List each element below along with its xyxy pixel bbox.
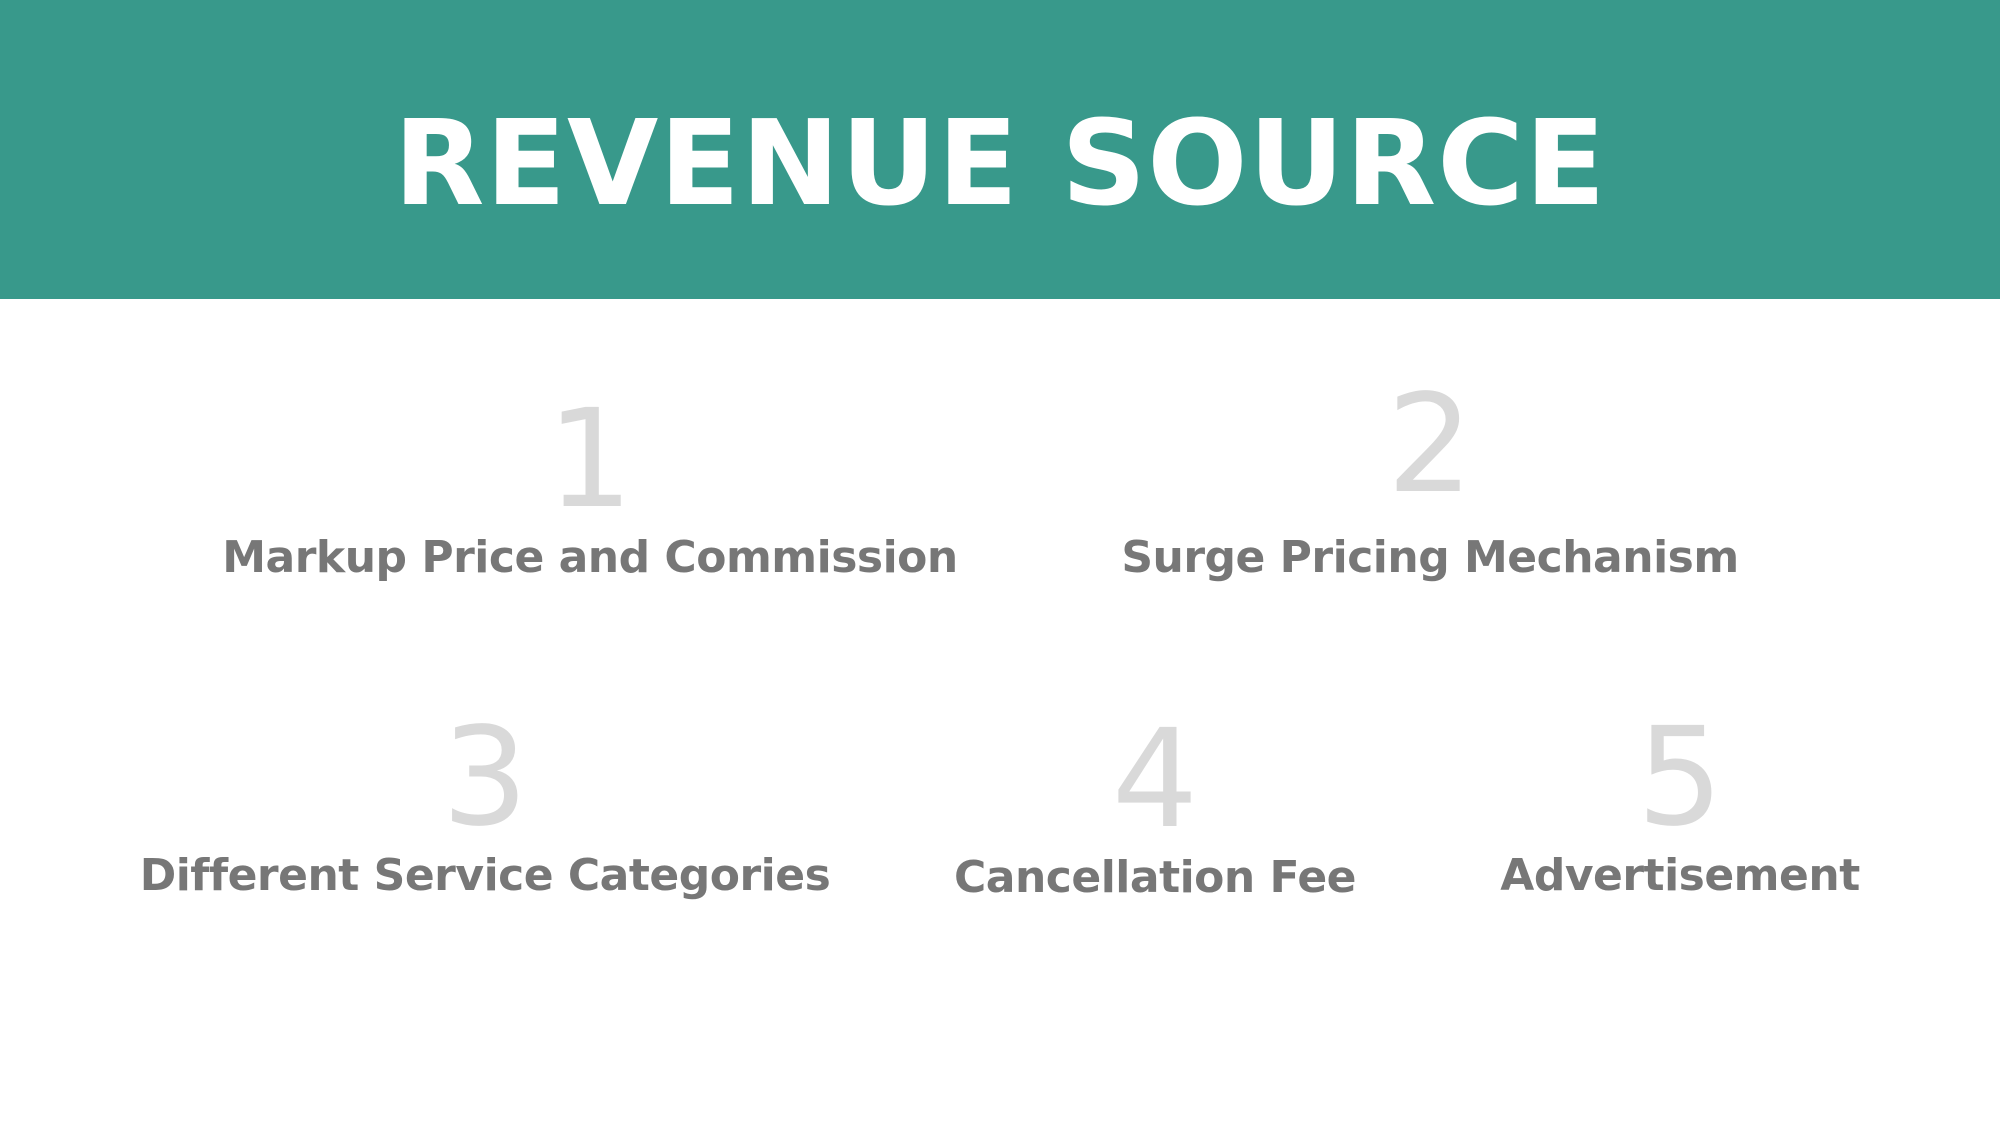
item-label: Markup Price and Commission	[222, 532, 958, 583]
item-label: Advertisement	[1500, 850, 1860, 901]
item-label: Different Service Categories	[139, 850, 831, 901]
revenue-item-2: 2 Surge Pricing Mechanism	[1060, 375, 1800, 586]
header-banner: REVENUE SOURCE	[0, 0, 2000, 299]
item-number: 3	[441, 699, 529, 857]
page-title: REVENUE SOURCE	[393, 94, 1607, 232]
item-label: Surge Pricing Mechanism	[1121, 532, 1739, 583]
revenue-item-1: 1 Markup Price and Commission	[180, 390, 1000, 586]
item-number: 1	[546, 381, 634, 539]
item-number: 4	[1111, 701, 1199, 859]
revenue-item-5: 5 Advertisement	[1455, 708, 1905, 904]
revenue-item-3: 3 Different Service Categories	[100, 708, 870, 904]
item-number: 2	[1386, 366, 1474, 524]
revenue-item-4: 4 Cancellation Fee	[920, 710, 1390, 906]
item-label: Cancellation Fee	[953, 852, 1357, 903]
item-number: 5	[1636, 699, 1724, 857]
